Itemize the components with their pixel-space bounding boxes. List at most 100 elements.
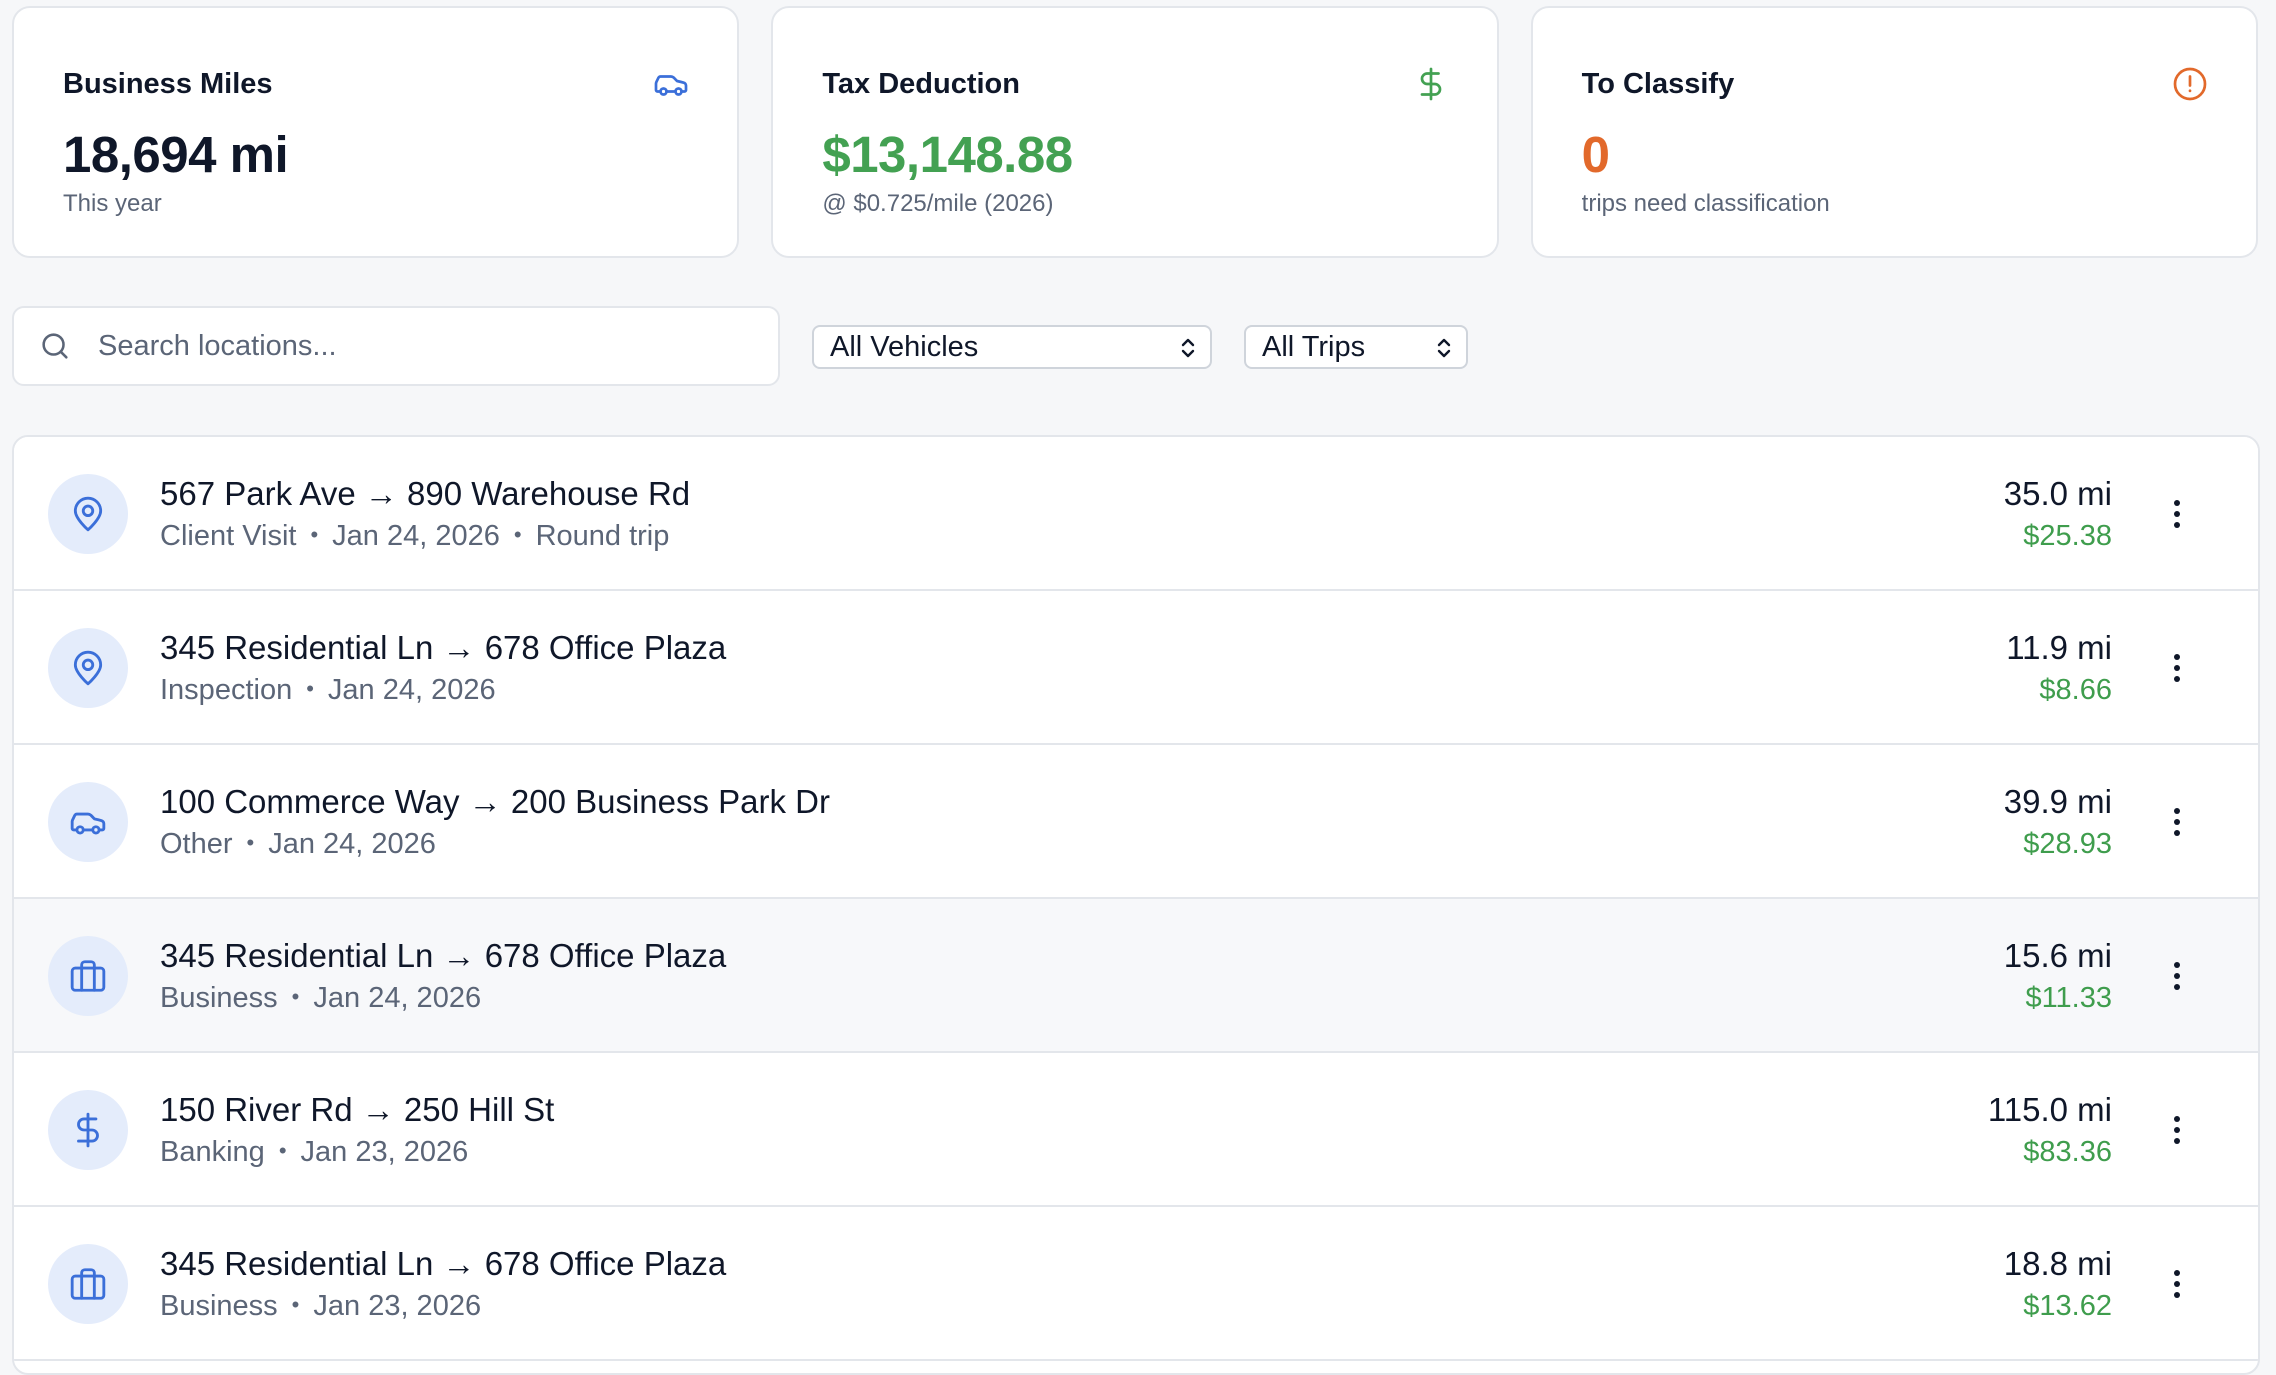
dollar-icon [1420,67,1441,101]
to-classify-sub: trips need classification [1581,190,1830,217]
search-box[interactable] [12,306,780,386]
more-options-button[interactable] [2152,489,2202,539]
trip-amount: $13.62 [2023,1290,2112,1322]
trip-amount: $8.66 [2039,674,2112,706]
separator-dot: • [246,830,255,855]
trip-date: Jan 23, 2026 [313,1290,482,1322]
trip-row[interactable]: 345 Residential Ln → 678 Office Plaza In… [14,591,2258,745]
alert-circle-icon [2173,67,2207,101]
trip-type-select[interactable]: All Trips [1244,325,1468,369]
trip-meta: Other • Jan 24, 2026 [160,828,436,861]
trip-category-icon [48,782,128,862]
car-icon [70,812,106,835]
trip-category-icon [48,936,128,1016]
more-vertical-icon [2174,500,2180,528]
trip-meta: Business • Jan 23, 2026 [160,1290,481,1323]
trip-category-icon [48,628,128,708]
trip-miles: 15.6 mi [2003,937,2112,974]
briefcase-icon [70,1268,106,1300]
separator-dot: • [513,522,522,547]
trip-meta: Inspection • Jan 24, 2026 [160,674,496,707]
trip-miles: 115.0 mi [1987,1091,2112,1128]
trip-route: 100 Commerce Way → 200 Business Park Dr [160,783,831,820]
more-vertical-icon [2174,962,2180,990]
trip-date: Jan 24, 2026 [268,828,436,860]
trip-date: Jan 24, 2026 [332,520,500,552]
trip-route: 345 Residential Ln → 678 Office Plaza [160,937,727,974]
business-miles-card: Business Miles 18,694 mi This year [12,6,740,258]
more-options-button[interactable] [2152,951,2202,1001]
search-input[interactable] [96,328,736,364]
trip-category: Client Visit [160,520,297,552]
map-pin-icon [73,496,103,532]
trip-meta: Client Visit • Jan 24, 2026 • Round trip [160,520,669,553]
trip-meta: Banking • Jan 23, 2026 [160,1136,468,1169]
more-options-button[interactable] [2152,1105,2202,1155]
separator-dot: • [306,676,314,701]
trip-row[interactable]: 150 River Rd → 250 Hill St Banking • Jan 2… [14,1053,2258,1207]
more-vertical-icon [2174,1116,2180,1144]
trip-miles: 35.0 mi [2003,475,2112,512]
trip-date: Jan 24, 2026 [313,982,482,1014]
separator-dot: • [291,984,300,1009]
trip-row[interactable]: 345 Residential Ln → 678 Office Plaza Bu… [14,1207,2258,1361]
trip-route: 345 Residential Ln → 678 Office Plaza [160,629,727,666]
trip-miles: 11.9 mi [2006,629,2112,666]
car-icon [654,75,688,96]
trip-row[interactable]: 100 Commerce Way → 200 Business Park Dr … [14,745,2258,899]
tax-deduction-label: Tax Deduction [822,68,1020,100]
trip-miles: 39.9 mi [2003,783,2112,820]
stats-cards: Business Miles 18,694 mi This year Tax D… [12,6,2258,258]
trip-amount: $25.38 [2023,520,2112,552]
separator-dot: • [278,1138,287,1163]
tax-deduction-sub: @ $0.725/mile (2026) [822,190,1054,217]
search-icon [42,333,68,359]
trip-route: 567 Park Ave → 890 Warehouse Rd [160,475,691,512]
more-vertical-icon [2174,808,2180,836]
trip-date: Jan 24, 2026 [327,674,496,706]
chevron-up-down-icon [1437,338,1451,358]
business-miles-sub: This year [63,190,162,217]
more-options-button[interactable] [2152,643,2202,693]
tax-deduction-value: $13,148.88 [822,126,1073,183]
dollar-icon [77,1112,99,1148]
trip-category: Inspection [160,674,293,706]
trip-route: 150 River Rd → 250 Hill St [160,1091,555,1128]
trip-extra: Round trip [535,520,670,552]
trip-type-select-value: All Trips [1262,330,1366,363]
more-options-button[interactable] [2152,1259,2202,1309]
more-vertical-icon [2174,654,2180,682]
trip-route: 345 Residential Ln → 678 Office Plaza [160,1245,727,1282]
trip-list: 567 Park Ave → 890 Warehouse Rd Client V… [12,435,2260,1375]
to-classify-label: To Classify [1581,68,1735,100]
separator-dot: • [291,1292,300,1317]
trip-date: Jan 23, 2026 [300,1136,469,1168]
vehicle-select-value: All Vehicles [830,330,979,363]
to-classify-value: 0 [1581,126,1610,183]
chevron-up-down-icon [1181,338,1195,358]
more-vertical-icon [2174,1270,2180,1298]
trip-meta: Business • Jan 24, 2026 [160,982,481,1015]
trip-row[interactable]: 345 Residential Ln → 678 Office Plaza Bu… [14,899,2258,1053]
trip-amount: $83.36 [2023,1136,2112,1168]
map-pin-icon [73,650,103,686]
to-classify-card: To Classify 0 trips need classification [1530,6,2258,258]
tax-deduction-card: Tax Deduction $13,148.88 @ $0.725/mile (… [771,6,1499,258]
trip-category-icon [48,1244,128,1324]
trip-category: Business [160,1290,278,1322]
trip-row[interactable]: 567 Park Ave → 890 Warehouse Rd Client V… [14,437,2258,591]
briefcase-icon [70,960,106,992]
trip-category: Other [160,828,233,860]
business-miles-value: 18,694 mi [63,126,289,183]
trip-amount: $28.93 [2023,828,2112,860]
trip-category: Banking [160,1136,265,1168]
vehicle-select[interactable]: All Vehicles [812,325,1212,369]
trip-category-icon [48,1090,128,1170]
separator-dot: • [310,522,319,547]
trip-category: Business [160,982,278,1014]
more-options-button[interactable] [2152,797,2202,847]
trip-miles: 18.8 mi [2003,1245,2112,1282]
business-miles-label: Business Miles [63,68,273,100]
trip-amount: $11.33 [2025,982,2112,1014]
trip-category-icon [48,474,128,554]
